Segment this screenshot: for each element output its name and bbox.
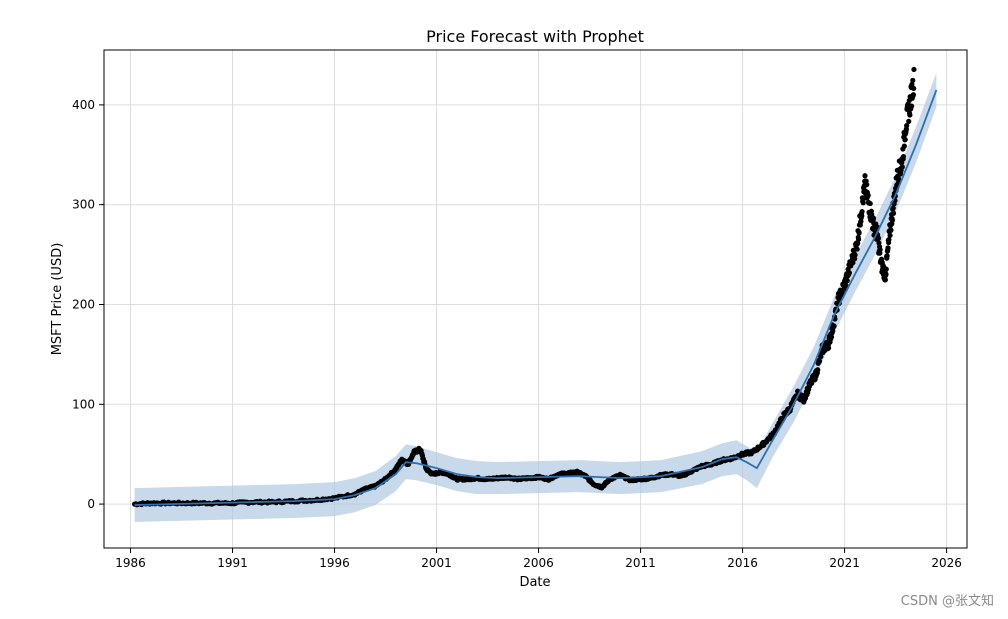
- x-tick-label: 2021: [829, 556, 860, 570]
- actual-price-point: [902, 136, 908, 143]
- actual-price-point: [855, 236, 862, 242]
- actual-price-point: [852, 252, 858, 258]
- actual-price-point: [911, 66, 917, 73]
- actual-price-point: [859, 208, 865, 215]
- actual-price-point: [856, 230, 862, 236]
- actual-price-point: [828, 334, 835, 340]
- actual-price-point: [864, 182, 870, 188]
- actual-price-point: [888, 227, 894, 233]
- actual-price-point: [816, 358, 823, 364]
- chart-title: Price Forecast with Prophet: [426, 27, 644, 46]
- actual-price-point: [911, 85, 917, 91]
- actual-price-point: [904, 123, 910, 129]
- actual-price-point: [900, 154, 907, 160]
- actual-price-point: [885, 245, 891, 251]
- actual-price-point: [876, 240, 882, 246]
- forecast-line: [134, 89, 938, 506]
- actual-price-point: [825, 345, 832, 351]
- actual-price-point: [886, 236, 892, 243]
- actual-price-point: [859, 213, 865, 219]
- actual-price-point: [844, 278, 850, 284]
- actual-price-point: [875, 235, 881, 242]
- uncertainty-band: [134, 72, 937, 523]
- actual-price-point: [910, 92, 916, 98]
- y-tick-label: 200: [72, 297, 95, 311]
- x-tick-label: 2016: [727, 556, 758, 570]
- x-axis-ticks: 1986 1991 1996 2001 2006 2011 2016 2021 2026: [115, 548, 962, 570]
- x-tick-label: 2001: [421, 556, 452, 570]
- x-tick-label: 2011: [625, 556, 656, 570]
- actual-price-point: [890, 205, 896, 211]
- actual-price-point: [907, 112, 913, 118]
- actual-price-point: [846, 270, 852, 276]
- actual-price-point: [910, 77, 916, 83]
- actual-price-point: [906, 118, 912, 124]
- actual-price-point: [884, 253, 890, 259]
- actual-price-point: [909, 103, 915, 109]
- actual-price-point: [839, 290, 846, 296]
- actual-price-point: [831, 323, 837, 329]
- actual-price-point: [889, 217, 895, 223]
- y-tick-label: 300: [72, 198, 95, 212]
- actual-price-point: [909, 81, 915, 88]
- actual-price-point: [818, 354, 824, 360]
- y-axis-label: MSFT Price (USD): [50, 243, 65, 356]
- actual-price-point: [883, 271, 889, 277]
- y-tick-label: 100: [72, 397, 95, 411]
- actual-price-point: [899, 164, 905, 170]
- grid-lines: [104, 50, 967, 548]
- forecast-line-group: [134, 89, 938, 506]
- actual-price-point: [865, 192, 871, 198]
- y-tick-label: 0: [87, 497, 95, 511]
- uncertainty-band-group: [134, 72, 937, 523]
- y-tick-label: 400: [72, 98, 95, 112]
- actual-price-point: [855, 240, 861, 246]
- x-tick-label: 1986: [115, 556, 146, 570]
- y-axis-ticks: 0 100 200 300 400: [72, 98, 104, 511]
- actual-price-point: [877, 247, 883, 253]
- actual-price-point: [867, 200, 873, 207]
- actual-price-point: [843, 282, 849, 289]
- x-axis-label: Date: [519, 575, 550, 590]
- plot-frame: [103, 49, 968, 549]
- actual-price-point: [850, 260, 856, 266]
- actual-price-point: [890, 210, 897, 216]
- x-tick-label: 1991: [217, 556, 248, 570]
- actual-price-point: [860, 200, 866, 206]
- actual-price-point: [870, 215, 877, 221]
- actual-price-point: [882, 277, 888, 283]
- x-tick-label: 2026: [931, 556, 962, 570]
- actual-price-point: [887, 232, 893, 238]
- actual-price-point: [862, 173, 868, 179]
- x-tick-label: 2006: [523, 556, 554, 570]
- x-tick-label: 1996: [319, 556, 350, 570]
- actual-price-point: [901, 143, 907, 149]
- actual-price-point: [883, 266, 889, 272]
- watermark: CSDN @张文知: [900, 594, 994, 609]
- actual-price-points: [132, 66, 917, 508]
- actual-price-point: [854, 246, 860, 252]
- actual-price-point: [815, 367, 821, 373]
